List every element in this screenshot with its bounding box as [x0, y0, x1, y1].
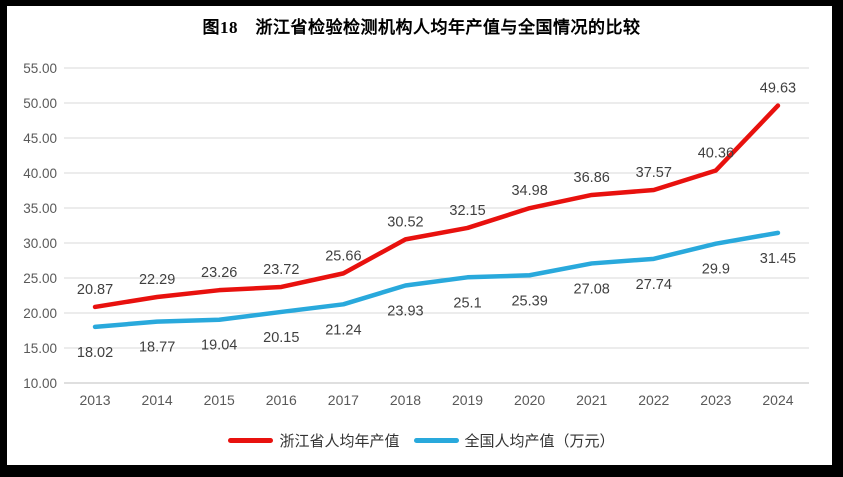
data-label: 30.52 — [387, 214, 423, 230]
x-tick-label: 2017 — [328, 392, 359, 408]
data-label: 21.24 — [325, 322, 361, 338]
legend-line-sample-zhejiang-icon — [228, 438, 274, 443]
data-label: 23.72 — [263, 262, 299, 278]
y-tick-label: 45.00 — [23, 131, 57, 146]
y-tick-label: 15.00 — [23, 341, 57, 356]
data-label: 23.93 — [387, 303, 423, 319]
y-tick-label: 40.00 — [23, 166, 57, 181]
data-label: 29.9 — [702, 262, 730, 278]
y-tick-label: 25.00 — [23, 271, 57, 286]
frame-border-left — [0, 0, 7, 477]
legend-line-sample-national-icon — [413, 438, 459, 443]
x-tick-label: 2021 — [576, 392, 607, 408]
x-tick-label: 2018 — [390, 392, 421, 408]
data-label: 25.1 — [453, 295, 481, 311]
y-tick-label: 35.00 — [23, 201, 57, 216]
data-label: 34.98 — [511, 183, 547, 199]
data-label: 25.66 — [325, 248, 361, 264]
data-label: 20.15 — [263, 330, 299, 346]
x-tick-label: 2016 — [266, 392, 297, 408]
series-line-0 — [92, 103, 781, 310]
x-tick-label: 2020 — [514, 392, 545, 408]
x-tick-label: 2014 — [142, 392, 173, 408]
data-label: 18.77 — [139, 340, 175, 356]
x-tick-label: 2022 — [638, 392, 669, 408]
legend-label-zhejiang: 浙江省人均年产值 — [279, 433, 400, 450]
frame-border-top — [0, 0, 843, 6]
x-tick-label: 2013 — [79, 392, 110, 408]
data-label: 37.57 — [636, 165, 672, 181]
data-label: 25.39 — [511, 293, 547, 309]
data-label: 23.26 — [201, 265, 237, 281]
frame-border-right — [832, 0, 843, 477]
data-label: 49.63 — [760, 81, 796, 97]
frame-border-bottom — [0, 465, 843, 477]
y-tick-label: 50.00 — [23, 96, 57, 111]
x-tick-label: 2019 — [452, 392, 483, 408]
data-label: 20.87 — [77, 282, 113, 298]
data-label: 27.08 — [574, 281, 610, 297]
data-label: 36.86 — [574, 170, 610, 186]
data-label: 19.04 — [201, 338, 237, 354]
chart-title: 图18 浙江省检验检测机构人均年产值与全国情况的比较 — [202, 18, 641, 37]
y-tick-label: 10.00 — [23, 376, 57, 391]
legend-item-zhejiang: 浙江省人均年产值 — [228, 430, 400, 451]
data-label: 31.45 — [760, 251, 796, 267]
data-label: 27.74 — [636, 277, 672, 293]
data-label: 32.15 — [449, 203, 485, 219]
legend-label-national: 全国人均产值（万元） — [464, 433, 615, 450]
data-label: 40.36 — [698, 145, 734, 161]
x-tick-label: 2024 — [762, 392, 793, 408]
data-label: 18.02 — [77, 345, 113, 361]
y-tick-label: 30.00 — [23, 236, 57, 251]
x-tick-label: 2023 — [700, 392, 731, 408]
legend-item-national: 全国人均产值（万元） — [413, 430, 615, 451]
x-tick-label: 2015 — [204, 392, 235, 408]
legend: 浙江省人均年产值 全国人均产值（万元） — [0, 430, 843, 451]
series-line-1 — [92, 230, 781, 330]
y-tick-label: 20.00 — [23, 306, 57, 321]
y-tick-label: 55.00 — [23, 61, 57, 76]
data-label: 22.29 — [139, 272, 175, 288]
